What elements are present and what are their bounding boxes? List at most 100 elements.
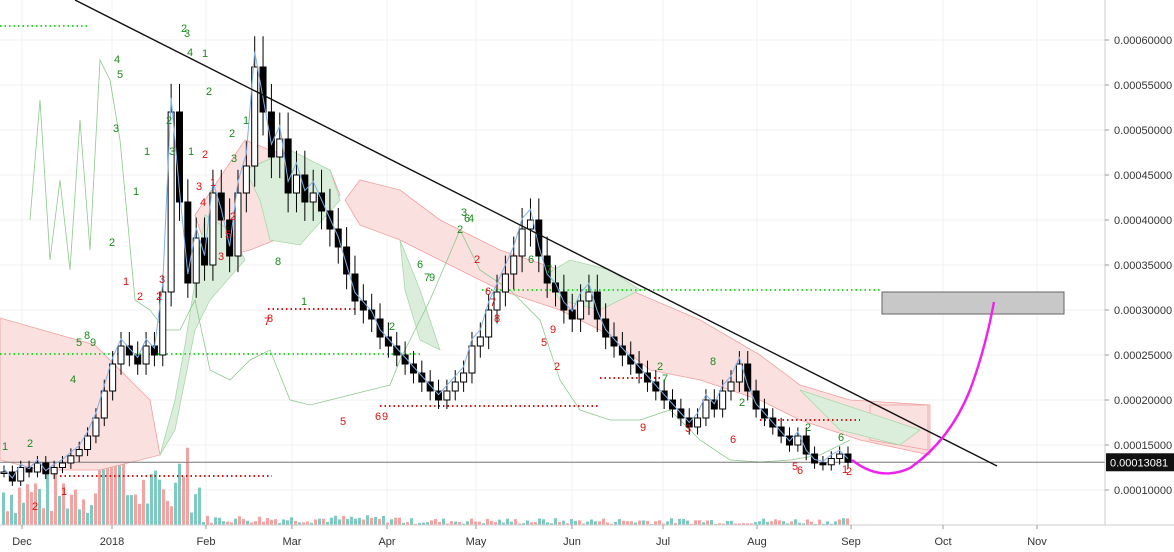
volume-bar <box>582 523 585 525</box>
candle-body <box>627 354 635 365</box>
candle-body <box>226 219 234 257</box>
candle-body <box>819 462 827 466</box>
volume-bar <box>438 521 441 525</box>
td-label: 2 <box>156 291 162 303</box>
td-label: 8 <box>494 313 500 325</box>
volume-bar <box>154 470 157 525</box>
volume-bar <box>66 508 69 525</box>
candle-body <box>67 455 75 464</box>
td-label: 7 <box>264 316 270 328</box>
volume-bar <box>10 494 13 525</box>
candle-body <box>384 336 392 347</box>
candle-body <box>526 219 534 230</box>
y-tick-label: 0.00060000 <box>1114 35 1172 47</box>
volume-bar <box>598 521 601 525</box>
volume-bar <box>602 518 605 525</box>
y-tick-label: 0.00030000 <box>1114 305 1172 317</box>
volume-bar <box>238 516 241 525</box>
volume-bar <box>102 424 105 525</box>
candle-body <box>752 390 760 410</box>
volume-bar <box>830 523 833 525</box>
volume-bar <box>838 519 841 525</box>
volume-bar <box>458 522 461 525</box>
volume-bar <box>762 518 765 525</box>
volume-bar <box>378 518 381 525</box>
volume-bar <box>698 520 701 525</box>
candle-body <box>284 138 292 194</box>
candle-body <box>727 381 735 392</box>
volume-bar <box>350 516 353 525</box>
td-label: 8 <box>267 313 273 325</box>
volume-bar <box>702 522 705 525</box>
td-label: 2 <box>181 23 187 35</box>
candle-body <box>217 192 225 221</box>
last-price-tag: 0.00013081 <box>1106 453 1174 472</box>
volume-bar <box>450 521 453 525</box>
candle-body <box>376 318 384 338</box>
volume-bar <box>254 521 257 525</box>
lagging-span-2 <box>399 229 851 463</box>
td-label: 6 <box>797 465 803 477</box>
td-label: 4 <box>187 47 193 59</box>
volume-bar <box>390 519 393 525</box>
volume-bar <box>722 523 725 525</box>
volume-bar <box>214 517 217 525</box>
td-label: 2 <box>805 422 811 434</box>
volume-bar <box>18 487 21 525</box>
volume-bar <box>842 518 845 525</box>
volume-bar <box>142 479 145 525</box>
volume-bar <box>746 523 749 525</box>
volume-bar <box>242 519 245 525</box>
td-label: 1 <box>2 441 8 453</box>
volume-bar <box>366 515 369 525</box>
td-label: 2 <box>137 291 143 303</box>
volume-bar <box>26 484 29 525</box>
candle-body <box>485 309 493 338</box>
volume-bar <box>766 521 769 525</box>
candle-body <box>92 417 100 437</box>
volume-bar <box>510 521 513 525</box>
candle-body <box>75 449 83 457</box>
candle-body <box>309 192 317 203</box>
volume-bar <box>822 523 825 525</box>
downtrend-line <box>74 0 998 467</box>
volume-bar <box>346 519 349 525</box>
td-label: 3 <box>113 123 119 135</box>
td-label: 3 <box>231 153 237 165</box>
volume-bar <box>382 515 385 525</box>
volume-bar <box>666 521 669 525</box>
volume-bar <box>670 518 673 525</box>
volume-bar <box>774 519 777 525</box>
volume-bar <box>794 519 797 525</box>
volume-bar <box>534 522 537 525</box>
volume-bar <box>782 521 785 525</box>
last-price-value: 0.00013081 <box>1110 457 1168 469</box>
td-label: 1 <box>842 464 848 476</box>
td-label: 2 <box>846 466 852 478</box>
candle-body <box>702 399 710 419</box>
volume-bar <box>490 520 493 525</box>
volume-bar <box>326 522 329 525</box>
volume-bar <box>78 509 81 525</box>
volume-bar <box>106 455 109 525</box>
volume-bar <box>290 517 293 525</box>
candle-body <box>426 381 434 392</box>
y-tick-label: 0.00025000 <box>1114 350 1172 362</box>
candle-body <box>443 390 451 401</box>
last-price-badge <box>1106 453 1174 472</box>
volume-bar <box>714 523 717 525</box>
td-label: 2 <box>474 254 480 266</box>
volume-bar <box>446 523 449 525</box>
candle-body <box>735 363 743 383</box>
td-label: 2 <box>457 224 463 236</box>
candle-body <box>125 345 133 356</box>
volume-bar <box>578 520 581 525</box>
td-label: 7 <box>490 297 496 309</box>
candle-body <box>602 318 610 338</box>
candle-body <box>836 453 844 459</box>
volume-bar <box>158 479 161 525</box>
volume-bar <box>30 492 33 525</box>
td-label: 5 <box>117 69 123 81</box>
